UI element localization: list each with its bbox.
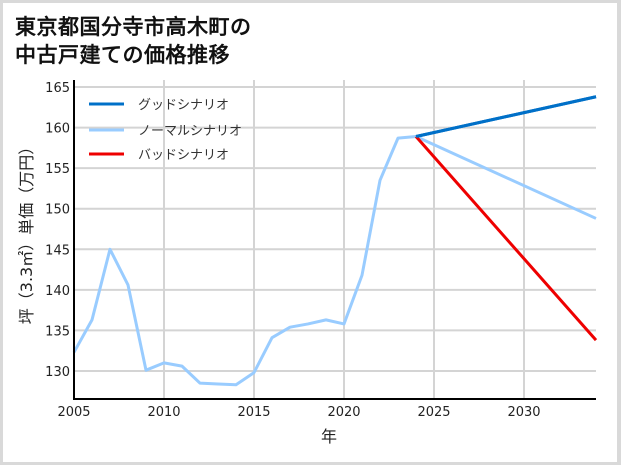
x-tick-label: 2005 [57,405,90,420]
y-axis-label: 坪（3.3㎡）単価（万円） [17,139,36,324]
x-tick-label: 2010 [147,405,180,420]
y-tick-label: 150 [45,203,70,218]
series-line-good-top [415,95,597,138]
legend-label: グッドシナリオ [138,98,229,113]
y-tick-label: 155 [45,162,70,177]
series-line-2 [414,135,598,342]
y-tick-label: 140 [45,284,70,299]
legend-label: ノーマルシナリオ [138,124,242,139]
x-tick-label: 2015 [237,405,270,420]
y-tick-label: 130 [45,365,70,380]
chart-card: 東京都国分寺市高木町の 中古戸建ての価格推移 [3,3,617,462]
chart-title: 東京都国分寺市高木町の 中古戸建ての価格推移 [15,13,252,69]
gridlines [74,80,596,399]
y-tick-label: 135 [45,324,70,339]
x-tick-label: 2025 [417,405,450,420]
y-tick-label: 160 [45,122,70,137]
title-line-1: 東京都国分寺市高木町の [15,15,252,39]
series-line-1 [72,134,597,387]
y-tick-label: 165 [45,81,70,96]
legend-label: バッドシナリオ [138,148,229,163]
x-axis-label: 年 [321,427,337,446]
x-tick-label: 2020 [327,405,360,420]
y-tick-label: 145 [45,243,70,258]
x-tick-label: 2030 [507,405,540,420]
title-line-2: 中古戸建ての価格推移 [15,43,230,67]
